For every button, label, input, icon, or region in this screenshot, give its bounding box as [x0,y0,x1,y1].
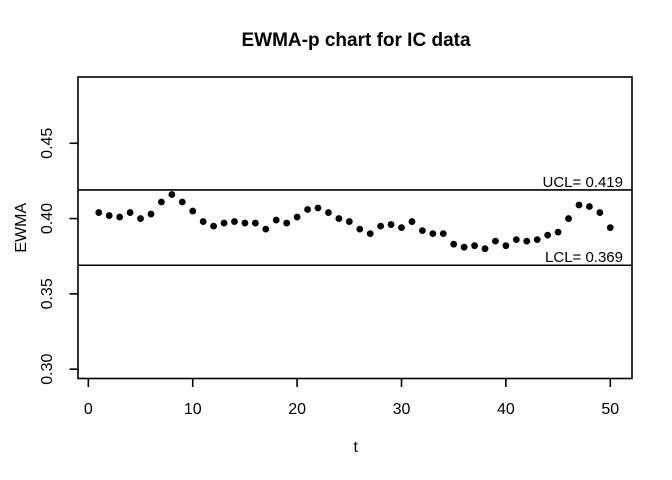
y-axis-label: EWMA [13,203,30,253]
chart-title: EWMA-p chart for IC data [241,30,470,51]
x-tick-label: 50 [601,401,619,418]
data-point [398,224,405,231]
data-point [418,227,426,235]
data-point [199,218,207,225]
data-point [220,219,228,227]
data-point [126,209,134,216]
data-point [544,231,552,239]
data-point [366,230,374,238]
data-points [95,191,614,253]
data-point [575,201,583,209]
data-point [481,245,489,253]
data-point [147,210,155,218]
x-tick-label: 0 [84,401,93,418]
data-point [471,242,478,250]
data-point [168,191,176,198]
data-point [450,240,458,248]
data-point [596,209,604,216]
data-point [158,198,165,206]
data-point [356,225,364,233]
x-tick-label: 30 [393,401,411,418]
y-tick-label: 0.40 [39,203,56,234]
data-point [241,219,249,227]
data-point [512,236,520,244]
y-tick-label: 0.45 [39,128,56,159]
data-point [586,203,593,210]
x-axis-ticks: 0 10 20 30 40 50 [84,378,619,418]
data-point [523,237,531,245]
data-point [492,237,499,245]
data-point [325,209,332,216]
data-point [502,242,510,250]
data-point [460,243,468,251]
data-point [189,207,197,215]
data-point [387,221,395,228]
data-point [377,222,385,230]
data-point [565,215,572,222]
lcl-label: LCL= 0.369 [545,249,623,266]
data-point [283,219,291,227]
plot-box [77,76,633,380]
data-point [137,215,144,222]
data-point [105,212,113,219]
data-point [251,219,259,227]
data-point [304,206,311,213]
data-point [314,204,322,212]
data-point [95,209,103,216]
data-point [210,222,218,230]
y-tick-label: 0.30 [39,353,56,384]
data-point [178,198,186,206]
data-point [116,213,124,221]
data-point [439,230,447,238]
data-point [429,230,437,238]
data-point [293,213,301,221]
x-tick-label: 10 [184,401,202,418]
ucl-label: UCL= 0.419 [543,174,623,191]
x-tick-label: 40 [497,401,515,418]
x-axis-label: t [353,439,358,456]
data-point [335,215,343,222]
data-point [272,216,280,224]
control-limit-lines [78,189,632,267]
data-point [345,218,353,225]
data-point [231,218,238,225]
y-tick-label: 0.35 [39,278,56,309]
data-point [606,224,614,231]
data-point [554,228,562,236]
y-axis-ticks: 0.30 0.35 0.40 0.45 [39,128,78,385]
data-point [408,218,416,225]
data-point [262,225,270,233]
x-tick-label: 20 [288,401,306,418]
data-point [533,236,541,244]
